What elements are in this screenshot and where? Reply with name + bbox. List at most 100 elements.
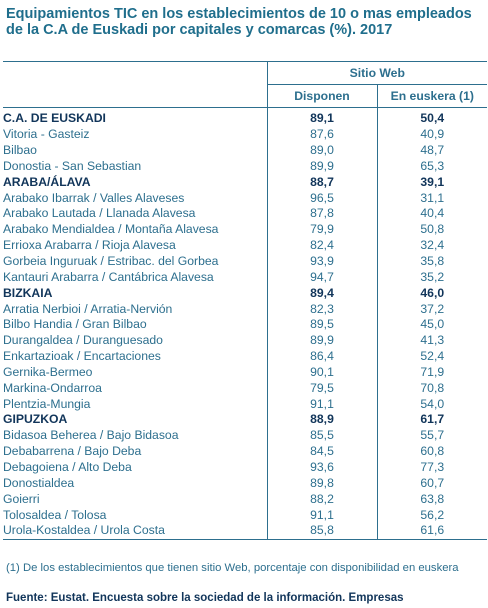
row-disponen: 85,8 (266, 522, 377, 540)
table-row: Kantauri Arabarra / Cantábrica Alavesa 94… (3, 269, 488, 286)
row-en-euskera: 39,1 (376, 174, 488, 191)
source-line: Fuente: Eustat. Encuesta sobre la socied… (6, 592, 404, 604)
data-table: Sitio Web Disponen En euskera (1) C.A. D… (3, 61, 488, 540)
row-name: Arabako Mendialdea / Montaña Alavesa (3, 222, 219, 237)
header-row-columns: Disponen En euskera (1) (3, 84, 488, 108)
row-en-euskera: 45,0 (376, 316, 488, 333)
row-name: Urola-Kostaldea / Urola Costa (3, 522, 267, 540)
row-en-euskera: 56,2 (376, 507, 488, 523)
table-row: Urola-Kostaldea / Urola Costa 85,8 61,6 (3, 522, 488, 540)
table-title: Equipamientos TIC en los establecimiento… (6, 6, 472, 38)
row-disponen: 90,1 (266, 364, 377, 381)
row-en-euskera: 65,3 (376, 158, 488, 175)
table-row: Bidasoa Beherea / Bajo Bidasoa 85,5 55,7 (3, 427, 488, 444)
row-en-euskera: 32,4 (376, 237, 488, 254)
row-disponen: 82,4 (266, 237, 377, 254)
row-disponen: 93,6 (266, 459, 377, 476)
row-name: Bilbo Handia / Gran Bilbao (3, 317, 147, 332)
row-en-euskera: 50,8 (376, 221, 488, 238)
row-en-euskera: 60,7 (376, 475, 488, 492)
row-disponen: 88,2 (266, 491, 377, 508)
row-en-euskera: 37,2 (376, 301, 488, 317)
row-name: Gorbeia Inguruak / Estribac. del Gorbea (3, 254, 219, 269)
table-row: Arratia Nerbioi / Arratia-Nervión 82,3 37,… (3, 301, 488, 317)
row-name: Tolosaldea / Tolosa (3, 507, 107, 522)
table-row: ARABA/ÁLAVA 88,7 39,1 (3, 174, 488, 191)
row-disponen: 88,9 (266, 412, 377, 428)
row-disponen: 86,4 (266, 348, 377, 365)
row-en-euskera: 46,0 (376, 285, 488, 302)
row-name: Arabako Lautada / Llanada Alavesa (3, 206, 196, 221)
row-en-euskera: 60,8 (376, 443, 488, 460)
row-name: Gernika-Bermeo (3, 364, 93, 379)
row-en-euskera: 40,4 (376, 206, 488, 222)
row-name: Debagoiena / Alto Deba (3, 459, 132, 474)
row-en-euskera: 48,7 (376, 142, 488, 159)
footnote: (1) De los establecimientos que tienen s… (6, 562, 459, 574)
table-row: Bilbao 89,0 48,7 (3, 142, 488, 159)
table-row: Gernika-Bermeo 90,1 71,9 (3, 364, 488, 381)
row-name: Markina-Ondarroa (3, 380, 102, 395)
row-disponen: 89,4 (266, 285, 377, 302)
row-en-euskera: 31,1 (376, 190, 488, 207)
table-row: Debabarrena / Bajo Deba 84,5 60,8 (3, 443, 488, 460)
table-row: Arabako Lautada / Llanada Alavesa 87,8 40,… (3, 206, 488, 222)
row-disponen: 89,8 (266, 475, 377, 492)
table-row: Plentzia-Mungia 91,1 54,0 (3, 396, 488, 413)
row-disponen: 87,6 (266, 126, 377, 143)
row-name: Debabarrena / Bajo Deba (3, 444, 142, 459)
table-row: BIZKAIA 89,4 46,0 (3, 285, 488, 302)
row-name: Goierri (3, 491, 40, 506)
row-en-euskera: 41,3 (376, 332, 488, 349)
row-en-euskera: 70,8 (376, 380, 488, 397)
row-disponen: 96,5 (266, 190, 377, 207)
row-name: Donostia - San Sebastian (3, 158, 142, 173)
row-en-euskera: 63,8 (376, 491, 488, 508)
row-name: Errioxa Arabarra / Rioja Alavesa (3, 238, 176, 253)
row-name: Durangaldea / Duranguesado (3, 333, 163, 348)
row-disponen: 84,5 (266, 443, 377, 460)
row-disponen: 88,7 (266, 174, 377, 191)
row-disponen: 91,1 (266, 507, 377, 523)
table-row: Donostia - San Sebastian 89,9 65,3 (3, 158, 488, 175)
row-disponen: 93,9 (266, 253, 377, 270)
row-disponen: 91,1 (266, 396, 377, 413)
table-row: Markina-Ondarroa 79,5 70,8 (3, 380, 488, 397)
row-disponen: 89,9 (266, 158, 377, 175)
row-disponen: 89,1 (266, 107, 377, 127)
row-en-euskera: 40,9 (376, 126, 488, 143)
row-name: Bidasoa Beherea / Bajo Bidasoa (3, 428, 179, 443)
row-en-euskera: 55,7 (376, 427, 488, 444)
row-disponen: 94,7 (266, 269, 377, 286)
table-row: Debagoiena / Alto Deba 93,6 77,3 (3, 459, 488, 476)
header-en-euskera: En euskera (1) (376, 84, 488, 108)
header-row-group: Sitio Web (3, 61, 488, 85)
table-row: Arabako Mendialdea / Montaña Alavesa 79,9… (3, 221, 488, 238)
table-row: Enkartazioak / Encartaciones 86,4 52,4 (3, 348, 488, 365)
row-name: Enkartazioak / Encartaciones (3, 349, 161, 364)
row-disponen: 89,0 (266, 142, 377, 159)
table-row: Vitoria - Gasteiz 87,6 40,9 (3, 126, 488, 143)
row-disponen: 79,5 (266, 380, 377, 397)
row-name: Arratia Nerbioi / Arratia-Nervión (3, 301, 173, 316)
header-corner-lower (3, 84, 267, 108)
table-row: Durangaldea / Duranguesado 89,9 41,3 (3, 332, 488, 349)
header-disponen: Disponen (266, 84, 377, 108)
row-en-euskera: 77,3 (376, 459, 488, 476)
row-name: ARABA/ÁLAVA (3, 174, 91, 189)
row-en-euskera: 54,0 (376, 396, 488, 413)
row-name: Plentzia-Mungia (3, 396, 91, 411)
table-row: Donostialdea 89,8 60,7 (3, 475, 488, 492)
row-disponen: 89,9 (266, 332, 377, 349)
row-disponen: 85,5 (266, 427, 377, 444)
row-name: GIPUZKOA (3, 412, 68, 427)
table-body: C.A. DE EUSKADI 89,1 50,4 Vitoria - Gasteiz… (3, 107, 488, 540)
table-row: Arabako Ibarrak / Valles Alaveses 96,5 31,… (3, 190, 488, 207)
row-name: Arabako Ibarrak / Valles Alaveses (3, 190, 185, 205)
table-row: C.A. DE EUSKADI 89,1 50,4 (3, 107, 488, 127)
row-name: Kantauri Arabarra / Cantábrica Alavesa (3, 269, 214, 284)
row-en-euskera: 61,6 (376, 522, 488, 540)
row-en-euskera: 61,7 (376, 412, 488, 428)
row-disponen: 89,5 (266, 316, 377, 333)
table-row: Errioxa Arabarra / Rioja Alavesa 82,4 32,4 (3, 237, 488, 254)
